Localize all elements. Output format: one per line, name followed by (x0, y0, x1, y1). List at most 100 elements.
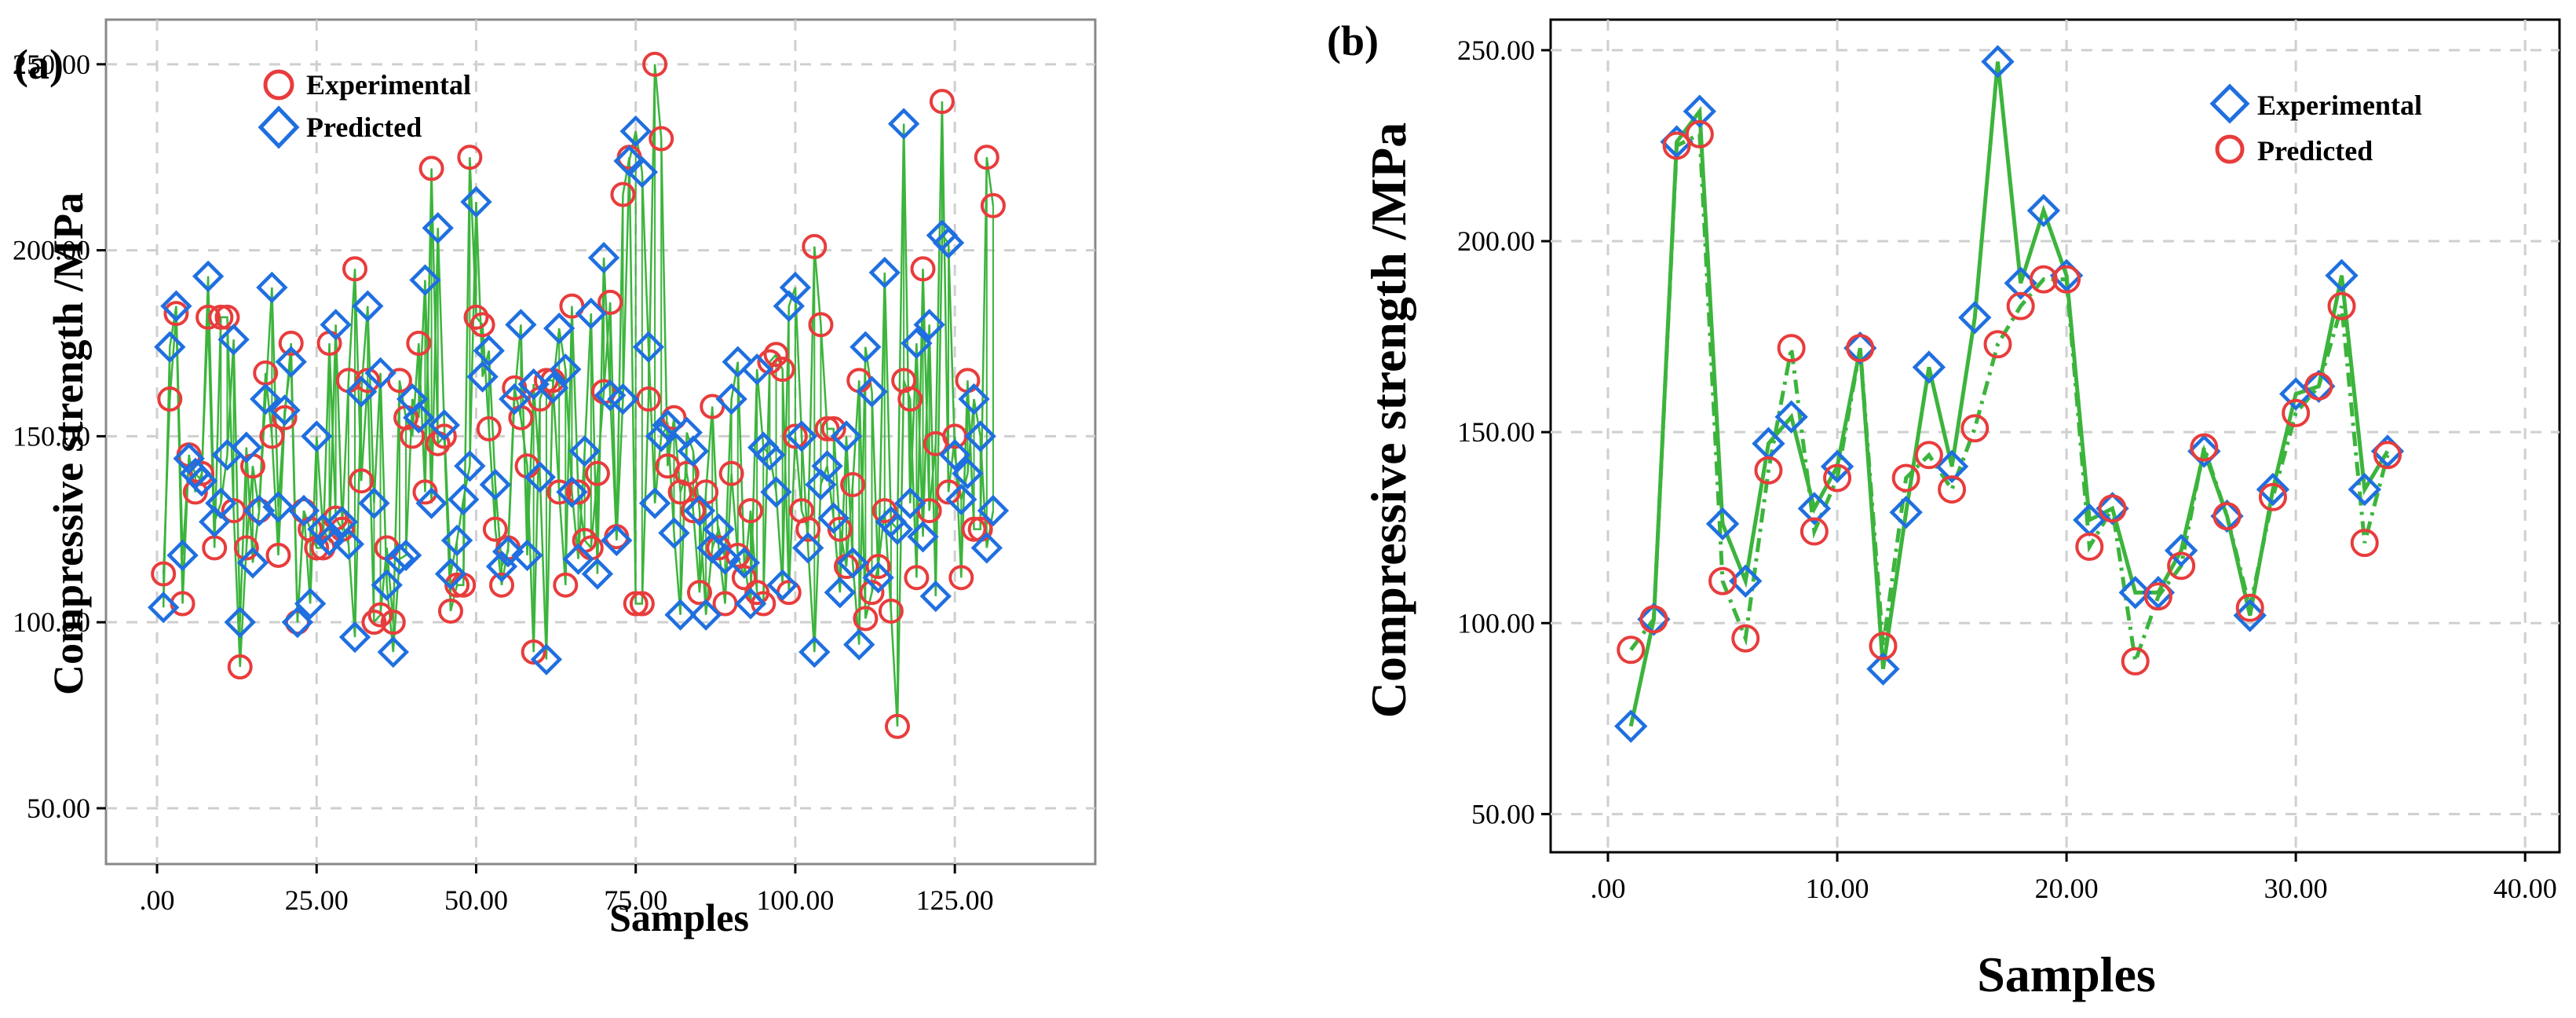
chart-b-point-experimental (1683, 94, 1717, 128)
chart-a-point-predicted (403, 401, 435, 434)
chart-b-point-experimental (2164, 533, 2198, 568)
chart-a-point-experimental (757, 349, 783, 375)
chart-b-ytick-label-4: 250.00 (1457, 35, 1535, 66)
chart-a-point-experimental (718, 460, 744, 486)
chart-a-point-predicted (358, 487, 390, 519)
chart-b-point-predicted (2052, 265, 2081, 294)
chart-a-point-predicted (773, 290, 805, 322)
chart-a-point-predicted (364, 357, 396, 390)
chart-a-point-predicted (543, 312, 575, 345)
chart-a-point-experimental (546, 479, 572, 505)
chart-a-xtick-label-3: 75.00 (604, 884, 667, 916)
chart-a-point-predicted (970, 532, 1003, 564)
chart-a-point-predicted (958, 383, 990, 416)
chart-a-point-predicted (938, 438, 971, 471)
chart-a-point-experimental (820, 416, 846, 441)
chart-a-ytick-label-1: 100.00 (13, 606, 90, 638)
chart-a-point-predicted (173, 442, 205, 474)
chart-b-point-predicted (1983, 330, 2012, 359)
chart-a-point-predicted (440, 524, 473, 557)
chart-b-xtick-label-1: 10.00 (1806, 873, 1869, 904)
chart-a-point-predicted (689, 599, 722, 631)
chart-b-point-predicted (1754, 456, 1783, 485)
chart-a-point-experimental (929, 89, 955, 115)
chart-a-point-experimental (157, 386, 183, 412)
chart-a-point-predicted (409, 264, 441, 296)
chart-a-point-predicted (677, 435, 710, 467)
chart-b-point-predicted (1869, 632, 1898, 661)
chart-a-point-predicted (160, 290, 192, 322)
chart-b-point-predicted (1685, 119, 1714, 148)
chart-a-legend-experimental-marker (263, 69, 294, 101)
chart-a-point-predicted (760, 476, 792, 508)
chart-a-point-predicted (154, 331, 186, 363)
chart-a-point-experimental (782, 423, 808, 449)
chart-b-point-experimental (1866, 652, 1900, 686)
chart-a-point-experimental (904, 565, 930, 591)
chart-a-point-experimental (878, 598, 904, 624)
chart-a-point-predicted (383, 543, 416, 575)
chart-a-point-predicted (977, 494, 1010, 527)
chart-a-point-predicted (448, 483, 480, 516)
chart-a-point-experimental (349, 468, 375, 494)
chart-a-point-predicted (371, 569, 403, 602)
chart-b-point-predicted (2373, 441, 2402, 470)
chart-a-point-experimental (885, 713, 910, 739)
chart-b-point-predicted (2212, 502, 2242, 531)
chart-b-xtick-label-0: .00 (1591, 873, 1626, 904)
chart-a-point-predicted (587, 241, 620, 274)
chart-a-point-experimental (437, 598, 463, 624)
chart-a-point-predicted (199, 506, 231, 538)
chart-b-lines (1628, 61, 2390, 727)
chart-a-point-predicted (166, 539, 199, 572)
chart-a-point-predicted (856, 375, 888, 408)
chart-b-ytick-label-0: 50.00 (1471, 798, 1535, 829)
chart-b-point-experimental (1958, 301, 1992, 335)
chart-a-point-predicted (785, 420, 818, 452)
chart-a-point-predicted (792, 532, 824, 564)
chart-a-point-predicted (952, 457, 984, 489)
chart-b-ytick-label-3: 200.00 (1457, 225, 1535, 257)
chart-b-point-predicted (1800, 517, 1829, 546)
chart-a-point-experimental (476, 416, 502, 441)
chart-b-point-experimental (1981, 45, 2015, 79)
chart-a-point-experimental (188, 460, 214, 486)
chart-b-legend-predicted-marker (2215, 134, 2245, 164)
chart-b-point-predicted (2304, 372, 2333, 401)
chart-b-point-predicted (1617, 635, 1646, 665)
chart-b-point-predicted (1846, 334, 1875, 363)
chart-a-point-experimental (649, 126, 674, 152)
chart-a-point-experimental (680, 498, 706, 524)
chart-a-point-experimental (623, 591, 649, 617)
chart-b-y-axis-label: Compressive strength /MPa (1361, 123, 1416, 718)
chart-a-point-predicted (817, 502, 850, 534)
chart-a-point-predicted (281, 606, 314, 639)
chart-a-point-predicted (345, 375, 378, 408)
chart-a-point-experimental (865, 554, 891, 580)
chart-a-point-predicted (836, 547, 869, 579)
chart-a-point-predicted (722, 346, 754, 378)
chart-b-point-experimental (2325, 258, 2359, 292)
chart-a-point-experimental (584, 460, 610, 486)
chart-b-point-experimental (1774, 400, 1808, 434)
chart-a-panel-label: (a) (14, 41, 64, 88)
chart-a-point-experimental (687, 580, 712, 606)
chart-a-point-predicted (256, 271, 288, 304)
chart-a-legend-experimental: Experimental (306, 69, 471, 101)
chart-b-legend-experimental: Experimental (2257, 90, 2422, 121)
chart-b-point-experimental (2256, 472, 2290, 507)
chart-a-point-experimental (227, 654, 253, 680)
chart-a-point-experimental (629, 591, 655, 617)
chart-a-point-predicted (964, 420, 996, 452)
chart-b-point-predicted (2143, 582, 2172, 611)
chart-a-ticks: 50.00 100.00 150.00 200.00 250.00 .00 25.00 50.… (13, 49, 994, 916)
chart-a-point-predicted (389, 539, 422, 572)
chart-b-point-experimental (2233, 599, 2267, 632)
chart-a-point-predicted (728, 547, 761, 579)
chart-a-legend-predicted-marker (258, 105, 300, 149)
chart-a-point-predicted (230, 431, 263, 463)
chart-a-point-predicted (517, 368, 550, 401)
chart-b-point-predicted (2167, 551, 2196, 580)
chart-a-y-axis-label: Compressive strength /MPa (45, 192, 92, 695)
chart-b-point-predicted (2258, 482, 2287, 511)
